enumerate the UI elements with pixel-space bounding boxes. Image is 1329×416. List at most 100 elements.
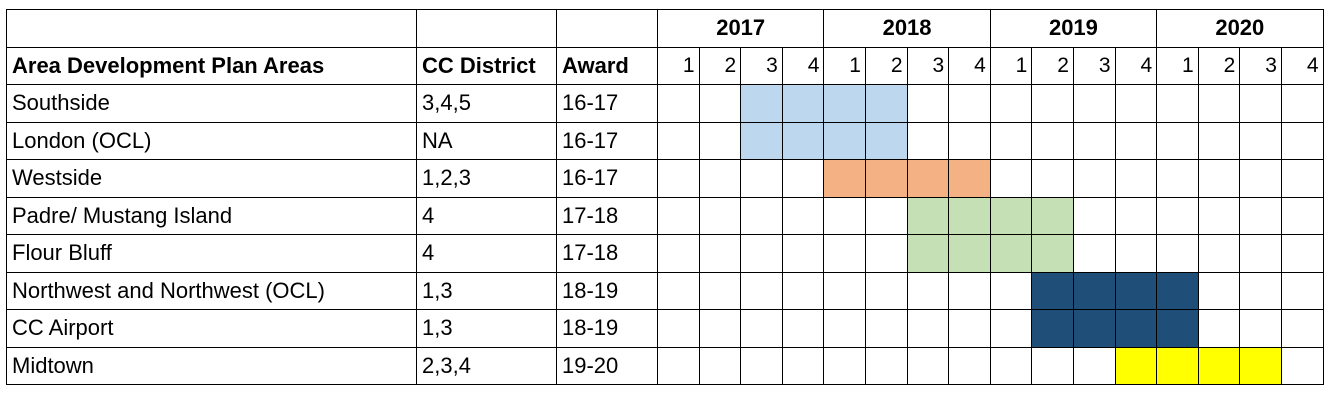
gantt-bar-cell [906, 234, 950, 273]
timeline-cell [906, 309, 950, 348]
timeline-cell [1197, 234, 1241, 273]
timeline-cell [1072, 234, 1116, 273]
timeline-cell [1031, 159, 1074, 198]
timeline-cell [1114, 84, 1158, 123]
cc-district: 1,3 [416, 309, 557, 348]
timeline-cell [989, 159, 1033, 198]
gantt-bar-cell [864, 159, 908, 198]
timeline-cell [1156, 121, 1199, 160]
gantt-bar-cell [906, 159, 950, 198]
timeline-cell [1239, 196, 1282, 235]
timeline-cell [948, 121, 991, 160]
timeline-cell [781, 271, 825, 310]
timeline-cell [823, 196, 866, 235]
blank-header-cell [6, 9, 417, 48]
timeline-cell [698, 121, 742, 160]
quarter-header: 4 [781, 46, 825, 85]
area-name: Flour Bluff [6, 234, 417, 273]
timeline-cell [1239, 309, 1282, 348]
gantt-bar-cell [1072, 271, 1116, 310]
cc-district: NA [416, 121, 557, 160]
timeline-cell [1280, 271, 1324, 310]
award-year: 19-20 [556, 346, 658, 385]
timeline-cell [740, 346, 783, 385]
timeline-cell [781, 159, 825, 198]
timeline-cell [781, 234, 825, 273]
timeline-cell [1197, 271, 1241, 310]
timeline-cell [1156, 196, 1199, 235]
timeline-cell [1280, 84, 1324, 123]
gantt-bar-cell [948, 159, 991, 198]
timeline-cell [781, 346, 825, 385]
timeline-cell [1197, 84, 1241, 123]
award-year: 17-18 [556, 234, 658, 273]
table-row: Southside 3,4,5 16-17 [6, 84, 1324, 123]
quarter-header: 2 [1031, 46, 1074, 85]
cc-district: 1,2,3 [416, 159, 557, 198]
timeline-cell [781, 309, 825, 348]
cc-district: 4 [416, 196, 557, 235]
gantt-bar-cell [864, 84, 908, 123]
area-name: Padre/ Mustang Island [6, 196, 417, 235]
table-row: Flour Bluff 4 17-18 [6, 234, 1324, 273]
gantt-bar-cell [989, 196, 1033, 235]
quarter-header: 3 [1072, 46, 1116, 85]
timeline-cell [1072, 84, 1116, 123]
quarter-header: 1 [1156, 46, 1199, 85]
quarter-header: 1 [989, 46, 1033, 85]
year-header: 2019 [989, 9, 1158, 48]
gantt-bar-cell [1031, 234, 1074, 273]
quarter-header: 3 [1239, 46, 1282, 85]
gantt-bar-cell [906, 196, 950, 235]
timeline-cell [1031, 121, 1074, 160]
cc-district: 4 [416, 234, 557, 273]
table-row: Midtown 2,3,4 19-20 [6, 346, 1324, 385]
timeline-cell [1239, 234, 1282, 273]
timeline-cell [948, 346, 991, 385]
timeline-cell [823, 309, 866, 348]
timeline-cell [1156, 234, 1199, 273]
quarter-header: 2 [698, 46, 742, 85]
timeline-cell [698, 84, 742, 123]
timeline-cell [1280, 234, 1324, 273]
timeline-cell [1197, 196, 1241, 235]
area-name: London (OCL) [6, 121, 417, 160]
year-header: 2017 [656, 9, 825, 48]
award-year: 17-18 [556, 196, 658, 235]
timeline-cell [1072, 159, 1116, 198]
timeline-cell [864, 309, 908, 348]
timeline-cell [657, 271, 700, 310]
quarter-header: 4 [948, 46, 991, 85]
cc-district: 2,3,4 [416, 346, 557, 385]
timeline-cell [864, 196, 908, 235]
gantt-bar-cell [1156, 346, 1199, 385]
gantt-bar-cell [1156, 271, 1199, 310]
table-row: Padre/ Mustang Island 4 17-18 [6, 196, 1324, 235]
timeline-cell [698, 346, 742, 385]
timeline-cell [823, 234, 866, 273]
quarter-header: 2 [864, 46, 908, 85]
gantt-bar-cell [1114, 271, 1158, 310]
timeline-cell [1280, 159, 1324, 198]
timeline-cell [698, 271, 742, 310]
timeline-cell [906, 84, 950, 123]
table-row: CC Airport 1,3 18-19 [6, 309, 1324, 348]
timeline-cell [823, 346, 866, 385]
timeline-cell [989, 309, 1033, 348]
column-header-row: Area Development Plan Areas CC District Aw… [6, 46, 1324, 85]
timeline-cell [1156, 159, 1199, 198]
timeline-cell [1072, 346, 1116, 385]
timeline-cell [740, 234, 783, 273]
timeline-cell [1114, 121, 1158, 160]
year-header: 2020 [1156, 9, 1324, 48]
timeline-cell [906, 121, 950, 160]
gantt-bar-cell [1239, 346, 1282, 385]
award-year: 16-17 [556, 159, 658, 198]
timeline-cell [657, 346, 700, 385]
timeline-cell [1280, 309, 1324, 348]
gantt-bar-cell [1114, 309, 1158, 348]
timeline-cell [989, 84, 1033, 123]
timeline-cell [989, 346, 1033, 385]
timeline-cell [948, 84, 991, 123]
quarter-header: 3 [740, 46, 783, 85]
